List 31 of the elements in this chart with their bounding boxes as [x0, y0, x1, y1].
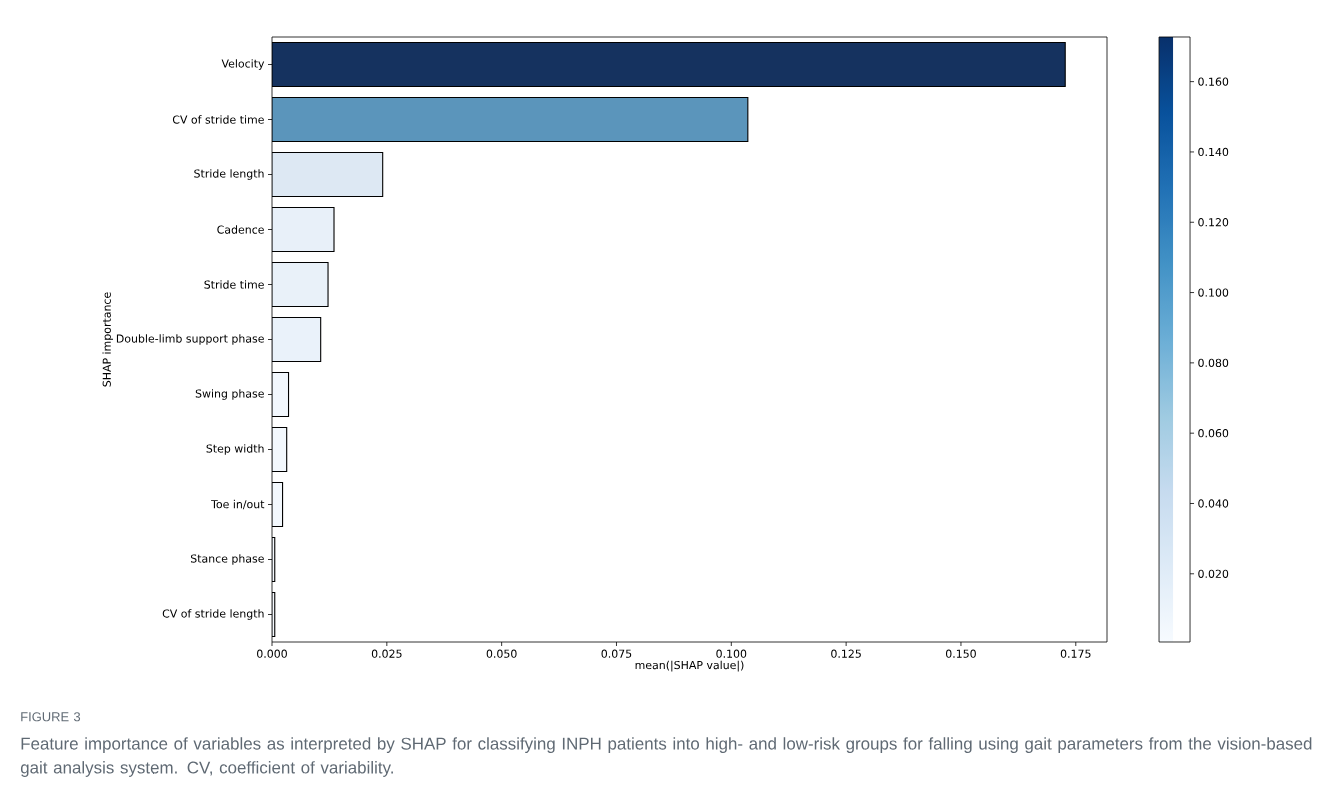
- color-bar-label: 0.060: [1198, 429, 1229, 438]
- y-tick-label: Velocity: [221, 59, 265, 70]
- x-tick-label: 0.125: [831, 649, 861, 658]
- x-tick-label: 0.025: [371, 649, 402, 658]
- y-tick-label: Toe in/out: [211, 499, 265, 510]
- y-tick-label: CV of stride time: [172, 115, 264, 124]
- y-tick-label: Cadence: [217, 225, 264, 234]
- y-tick-label: Swing phase: [195, 389, 264, 400]
- color-bar-label: 0.080: [1198, 358, 1229, 368]
- color-bar-label: 0.120: [1198, 218, 1229, 227]
- y-tick-label: Stance phase: [190, 554, 264, 565]
- x-tick-label: 0.000: [257, 649, 287, 658]
- y-tick-label: CV of stride length: [162, 609, 264, 620]
- color-bar-label: 0.040: [1198, 499, 1229, 508]
- y-axis-title: SHAP importance: [102, 292, 114, 387]
- y-tick-label: Step width: [206, 444, 264, 455]
- x-tick-label: 0.075: [601, 649, 632, 658]
- color-bar-label: 0.160: [1198, 77, 1229, 86]
- x-tick-label: 0.050: [486, 649, 517, 658]
- x-tick-label: 0.100: [716, 649, 747, 658]
- x-axis-title: mean(|SHAP value|): [635, 660, 744, 672]
- color-bar-label: 0.020: [1198, 569, 1229, 578]
- color-bar-label: 0.100: [1198, 288, 1229, 297]
- color-bar-label: 0.140: [1198, 147, 1229, 157]
- y-tick-label: Stride time: [204, 280, 264, 289]
- caption: FIGURE 3: [21, 712, 81, 722]
- y-tick-label: Double-limb support phase: [116, 334, 264, 345]
- x-tick-label: 0.150: [945, 649, 976, 658]
- y-tick-label: Stride length: [194, 169, 264, 180]
- x-tick-label: 0.175: [1060, 649, 1091, 658]
- text: Feature importance of variables as interpreted by SHAP for classifying INPH patients into high- and low-risk groups for falling using gait parameters from the vision-based gait analysis system. CV, coefficient of variability.: [20, 737, 1312, 777]
